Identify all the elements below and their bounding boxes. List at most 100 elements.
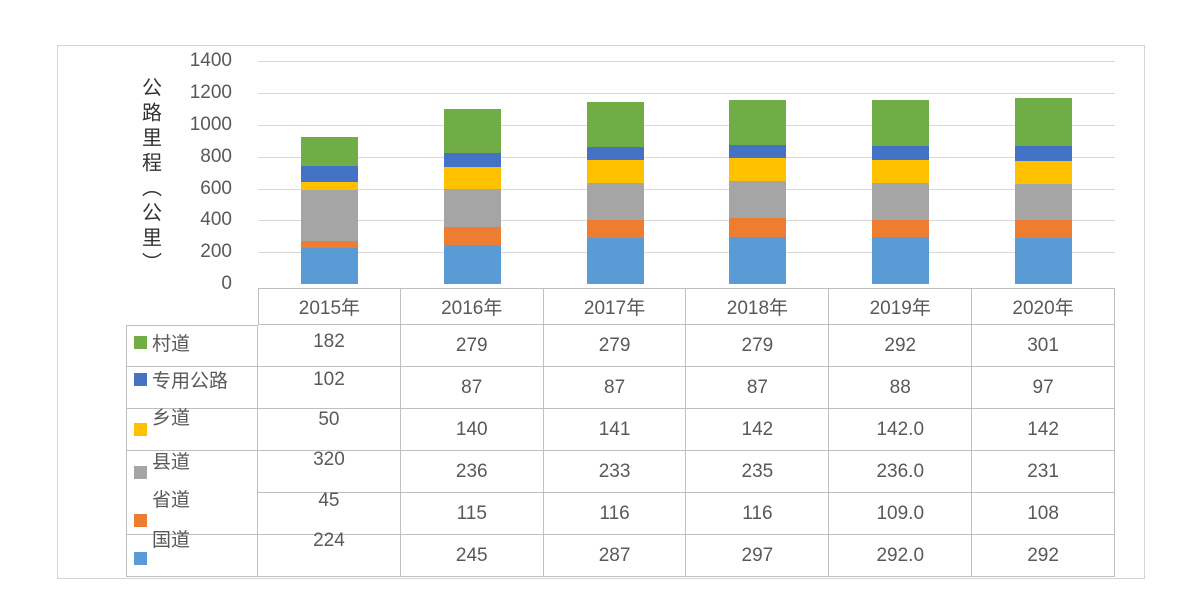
cell-value: 97	[1032, 376, 1054, 398]
value-cell: 88	[829, 367, 973, 409]
value-cell: 245	[400, 535, 544, 577]
legend-village-road: 村道	[126, 325, 258, 367]
bar-segment-township-road	[300, 182, 358, 191]
cell-value: 115	[456, 502, 487, 524]
bar-1	[300, 137, 358, 284]
table-header-cell: 2015年	[258, 288, 401, 325]
cell-value: 109.0	[876, 502, 925, 524]
value-cell: 292.0	[829, 535, 973, 577]
value-cell: 292	[972, 535, 1115, 577]
value-cell: 97	[972, 367, 1115, 409]
y-tick-label: 800	[200, 145, 232, 167]
bar-segment-provincial-road	[300, 241, 358, 249]
value-cell: 235	[686, 451, 830, 493]
bar-segment-national-road	[1015, 237, 1073, 284]
grid-line	[258, 93, 1115, 95]
bar-segment-special-purpose-road	[872, 146, 930, 161]
cell-value: 116	[599, 502, 630, 524]
bar-segment-county-road	[729, 180, 787, 219]
bar-segment-provincial-road	[872, 220, 930, 238]
value-cell: 141	[543, 409, 687, 451]
legend-national-road: 国道	[126, 531, 258, 577]
table-header-cell: 2017年	[543, 288, 687, 325]
y-axis-title: 公路里程（公里）	[138, 77, 161, 277]
county-road-swatch	[134, 466, 147, 479]
bar-segment-village-road	[586, 102, 644, 147]
cell-value: 301	[1027, 334, 1059, 356]
cell-value: 279	[455, 334, 488, 356]
provincial-road-swatch	[134, 514, 147, 527]
value-cell: 279	[400, 325, 544, 367]
value-cell: 45	[258, 489, 401, 535]
bar-segment-national-road	[729, 236, 787, 284]
cell-value: 108	[1027, 502, 1059, 524]
column-header-label: 2018年	[726, 298, 789, 319]
value-cell: 297	[686, 535, 830, 577]
bar-segment-special-purpose-road	[729, 144, 787, 159]
value-cell: 87	[400, 367, 544, 409]
cell-value: 292	[884, 334, 917, 356]
village-road-swatch	[134, 335, 147, 349]
grid-line	[258, 252, 1115, 254]
bar-segment-provincial-road	[1015, 220, 1073, 238]
cell-value: 50	[318, 408, 340, 430]
value-cell: 142.0	[829, 409, 973, 451]
bar-segment-national-road	[586, 238, 644, 284]
bar-2	[443, 108, 501, 284]
grid-line	[258, 61, 1115, 63]
table-header-cell: 2018年	[686, 288, 830, 325]
value-cell: 102	[258, 367, 401, 409]
value-cell: 233	[543, 451, 687, 493]
legend-label: 省道	[152, 490, 191, 511]
value-cell: 115	[400, 493, 544, 535]
bar-segment-special-purpose-road	[586, 146, 644, 161]
bar-segment-special-purpose-road	[300, 166, 358, 183]
value-cell: 50	[258, 409, 401, 451]
value-cell: 142	[686, 409, 830, 451]
cell-value: 279	[741, 334, 774, 356]
bar-segment-village-road	[443, 108, 501, 154]
y-tick-label: 1400	[189, 50, 232, 72]
table-header-cell: 2020年	[972, 288, 1115, 325]
bar-segment-provincial-road	[586, 219, 644, 239]
bar-segment-village-road	[729, 100, 787, 145]
cell-value: 141	[598, 418, 631, 440]
legend-special-purpose-road: 专用公路	[126, 367, 258, 409]
value-cell: 109.0	[829, 493, 973, 535]
cell-value: 182	[313, 330, 345, 352]
cell-value: 279	[598, 334, 631, 356]
value-cell: 140	[400, 409, 544, 451]
cell-value: 102	[313, 368, 345, 390]
bar-4	[729, 100, 787, 284]
legend-label: 乡道	[152, 408, 191, 429]
special-purpose-road-swatch	[134, 373, 147, 386]
bar-segment-township-road	[586, 160, 644, 183]
national-road-swatch	[134, 552, 147, 565]
y-tick-label: 600	[200, 177, 232, 199]
bar-6	[1015, 97, 1073, 284]
legend-entry: 村道	[127, 329, 190, 356]
bar-segment-county-road	[586, 182, 644, 220]
y-tick-label: 1000	[189, 114, 232, 135]
bar-segment-provincial-road	[443, 226, 501, 245]
value-cell: 116	[686, 493, 830, 535]
cell-value: 320	[313, 448, 345, 470]
bar-segment-provincial-road	[729, 218, 787, 237]
bar-segment-township-road	[729, 158, 787, 181]
value-cell: 87	[686, 367, 830, 409]
cell-value: 292.0	[876, 544, 925, 566]
bar-segment-special-purpose-road	[443, 153, 501, 167]
value-cell: 224	[258, 530, 401, 577]
bar-segment-county-road	[443, 189, 501, 227]
value-cell: 116	[543, 493, 687, 535]
cell-value: 87	[746, 376, 768, 398]
cell-value: 224	[313, 529, 345, 551]
cell-value: 142	[1027, 418, 1059, 440]
value-cell: 182	[258, 325, 401, 367]
y-tick-label: 1200	[189, 82, 232, 104]
value-cell: 236.0	[829, 451, 973, 493]
cell-value: 45	[318, 489, 340, 511]
column-header-label: 2019年	[869, 298, 931, 319]
bar-segment-village-road	[1015, 97, 1073, 146]
legend-township-road: 乡道	[126, 409, 258, 451]
